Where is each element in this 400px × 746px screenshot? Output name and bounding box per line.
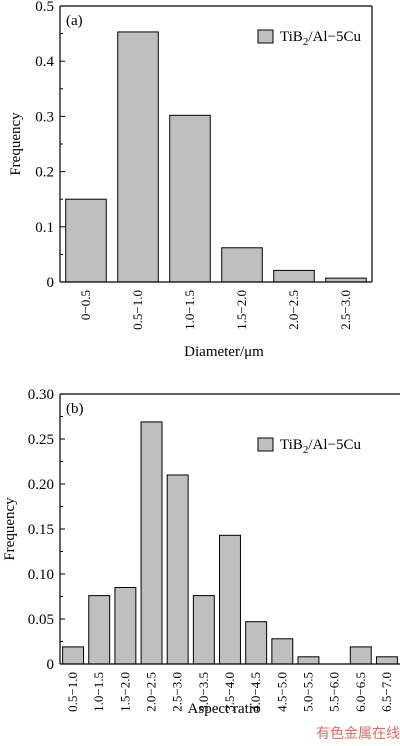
legend: TiB2/Al−5Cu bbox=[257, 437, 361, 456]
x-tick-label: 5.5−6.0 bbox=[327, 672, 342, 712]
y-tick-label: 0.1 bbox=[35, 220, 54, 236]
x-tick-label: 4.5−5.0 bbox=[274, 672, 289, 712]
bar-1 bbox=[65, 198, 107, 283]
y-tick-label: 0.2 bbox=[35, 165, 54, 181]
bar-9 bbox=[271, 638, 294, 665]
x-tick-label: 0.5−1.0 bbox=[65, 672, 80, 712]
panel-label: (a) bbox=[66, 13, 83, 29]
y-tick-label: 0 bbox=[47, 275, 55, 291]
x-tick-label: 6.5−7.0 bbox=[379, 672, 394, 712]
y-tick-label: 0.30 bbox=[28, 387, 54, 403]
x-tick-label: 1.0−1.5 bbox=[182, 290, 197, 330]
bar-8 bbox=[245, 621, 268, 665]
bar-4 bbox=[221, 247, 263, 283]
y-tick-label: 0.4 bbox=[35, 54, 54, 70]
x-tick-label: 0−0.5 bbox=[78, 290, 93, 320]
x-tick-label: 4.0−4.5 bbox=[248, 672, 263, 712]
bar-2 bbox=[117, 31, 159, 283]
bar-10 bbox=[297, 656, 320, 665]
y-tick-label: 0 bbox=[47, 657, 55, 673]
y-tick-label: 0.10 bbox=[28, 567, 54, 583]
bar-2 bbox=[88, 595, 111, 665]
x-tick-label: 1.5−2.0 bbox=[117, 672, 132, 712]
x-tick-label: 1.5−2.0 bbox=[234, 290, 249, 330]
y-tick-label: 0.25 bbox=[28, 432, 54, 448]
legend: TiB2/Al−5Cu bbox=[257, 29, 361, 48]
x-tick-label: 1.0−1.5 bbox=[91, 672, 106, 712]
legend-label: TiB2/Al−5Cu bbox=[280, 29, 361, 48]
y-tick-label: 0.20 bbox=[28, 477, 54, 493]
bar-7 bbox=[219, 534, 241, 665]
y-tick-label: 0.5 bbox=[35, 0, 54, 15]
y-axis-title: Frequency bbox=[8, 112, 24, 176]
x-tick-label: 3.5−4.0 bbox=[222, 672, 237, 712]
x-tick-label: 3.0−3.5 bbox=[196, 672, 211, 712]
x-tick-label: 5.0−5.5 bbox=[300, 672, 315, 712]
chart-b: 0 0.05 0.10 0.15 0.20 0.25 0.30 0.5−1.0 1.0−1.5 1… bbox=[2, 387, 400, 717]
bar-3 bbox=[169, 114, 211, 283]
y-tick-label: 0.05 bbox=[28, 612, 54, 628]
legend-swatch bbox=[257, 437, 274, 452]
bar-4 bbox=[140, 421, 163, 665]
legend-label: TiB2/Al−5Cu bbox=[280, 437, 361, 456]
bar-6 bbox=[192, 595, 215, 665]
x-tick-label: 2.5−3.0 bbox=[338, 290, 353, 330]
x-axis-title: Diameter/μm bbox=[184, 344, 264, 360]
bar-13 bbox=[375, 656, 398, 665]
legend-swatch bbox=[257, 29, 274, 44]
bar-1 bbox=[62, 646, 85, 665]
y-tick-label: 0.15 bbox=[28, 522, 54, 538]
x-tick-label: 0.5−1.0 bbox=[130, 290, 145, 330]
chart-a: 0 0.1 0.2 0.3 0.4 0.5 0−0.5 0.5−1.0 1.0−1.5 1.5−2… bbox=[8, 0, 373, 360]
watermark: 有色金属在线 bbox=[316, 725, 400, 742]
y-axis-title: Frequency bbox=[2, 497, 18, 561]
x-axis-title: Aspect ratio bbox=[188, 701, 261, 717]
x-tick-label: 2.0−2.5 bbox=[286, 290, 301, 330]
bar-12 bbox=[349, 646, 372, 665]
x-tick-label: 2.5−3.0 bbox=[170, 672, 185, 712]
panel-label: (b) bbox=[66, 401, 84, 417]
bar-5 bbox=[166, 474, 189, 665]
x-tick-label: 2.0−2.5 bbox=[144, 672, 159, 712]
y-tick-label: 0.3 bbox=[35, 109, 54, 125]
x-tick-label: 6.0−6.5 bbox=[353, 672, 368, 712]
bar-3 bbox=[114, 587, 137, 665]
bar-5 bbox=[273, 269, 315, 283]
